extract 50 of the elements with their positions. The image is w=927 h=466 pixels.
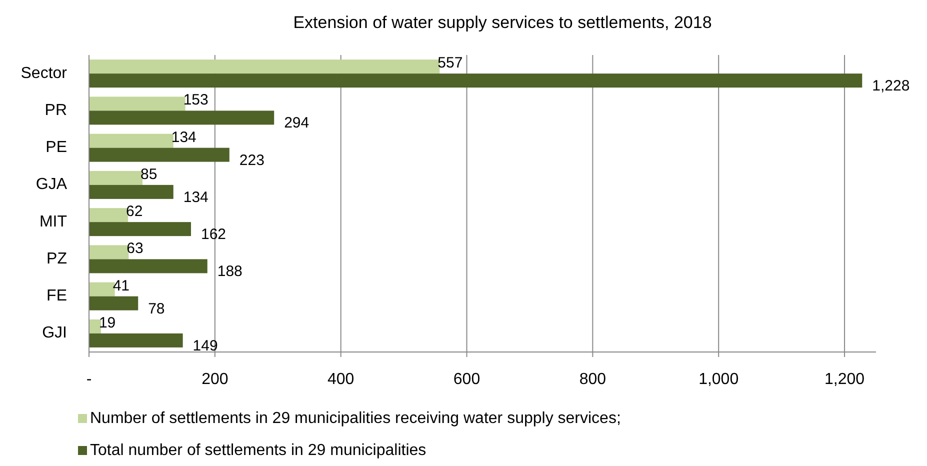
- data-label: 188: [217, 263, 242, 280]
- y-tick-label: Sector: [20, 64, 68, 82]
- y-tick-label: FE: [46, 288, 67, 305]
- bar: [89, 319, 101, 334]
- data-label: 63: [126, 240, 144, 258]
- bar: [89, 333, 183, 348]
- chart-title: Extension of water supply services to settlements, 2018: [293, 13, 712, 32]
- bar: [89, 74, 862, 88]
- bar: [89, 60, 440, 74]
- bar: [89, 96, 186, 111]
- bar: [89, 245, 129, 260]
- data-label: 162: [200, 226, 226, 244]
- bar: [89, 134, 174, 148]
- data-label: 134: [171, 128, 196, 146]
- data-label: 134: [183, 188, 208, 206]
- data-label: 153: [183, 92, 208, 109]
- legend-label: Total number of settlements in 29 municipalities: [90, 442, 426, 460]
- data-label: 557: [438, 54, 463, 72]
- x-tick-label: 600: [453, 371, 480, 388]
- data-label: 149: [192, 337, 218, 354]
- x-tick-label: 1,000: [698, 371, 739, 388]
- data-label: 62: [126, 203, 143, 220]
- data-label: 294: [284, 114, 310, 132]
- data-label: 223: [239, 152, 264, 169]
- bar: [89, 208, 128, 222]
- x-tick-label: 200: [202, 371, 228, 388]
- y-tick-label: GJA: [36, 176, 68, 194]
- bar: [89, 259, 208, 274]
- bar: [89, 296, 138, 310]
- bar: [89, 282, 115, 296]
- data-label: 85: [140, 166, 158, 183]
- bar: [89, 184, 174, 199]
- bar: [89, 170, 143, 185]
- x-tick-label: 1,200: [824, 371, 865, 388]
- y-tick-label: GJI: [42, 324, 67, 342]
- data-label: 41: [112, 277, 130, 294]
- y-tick-label: PR: [44, 102, 67, 119]
- y-tick-label: MIT: [39, 213, 68, 230]
- data-label: 78: [148, 300, 165, 318]
- y-tick-label: PE: [46, 139, 67, 156]
- bar: [89, 110, 274, 125]
- bar: [89, 222, 191, 236]
- x-tick-label: 400: [327, 371, 354, 388]
- data-label: 19: [98, 314, 116, 332]
- x-tick-label: 800: [579, 371, 606, 388]
- bar: [89, 148, 230, 162]
- legend-label: Number of settlements in 29 municipalities receiving water supply services;: [90, 410, 621, 428]
- y-tick-label: PZ: [46, 250, 68, 268]
- data-label: 1,228: [872, 78, 910, 95]
- x-tick-label: -: [86, 371, 92, 388]
